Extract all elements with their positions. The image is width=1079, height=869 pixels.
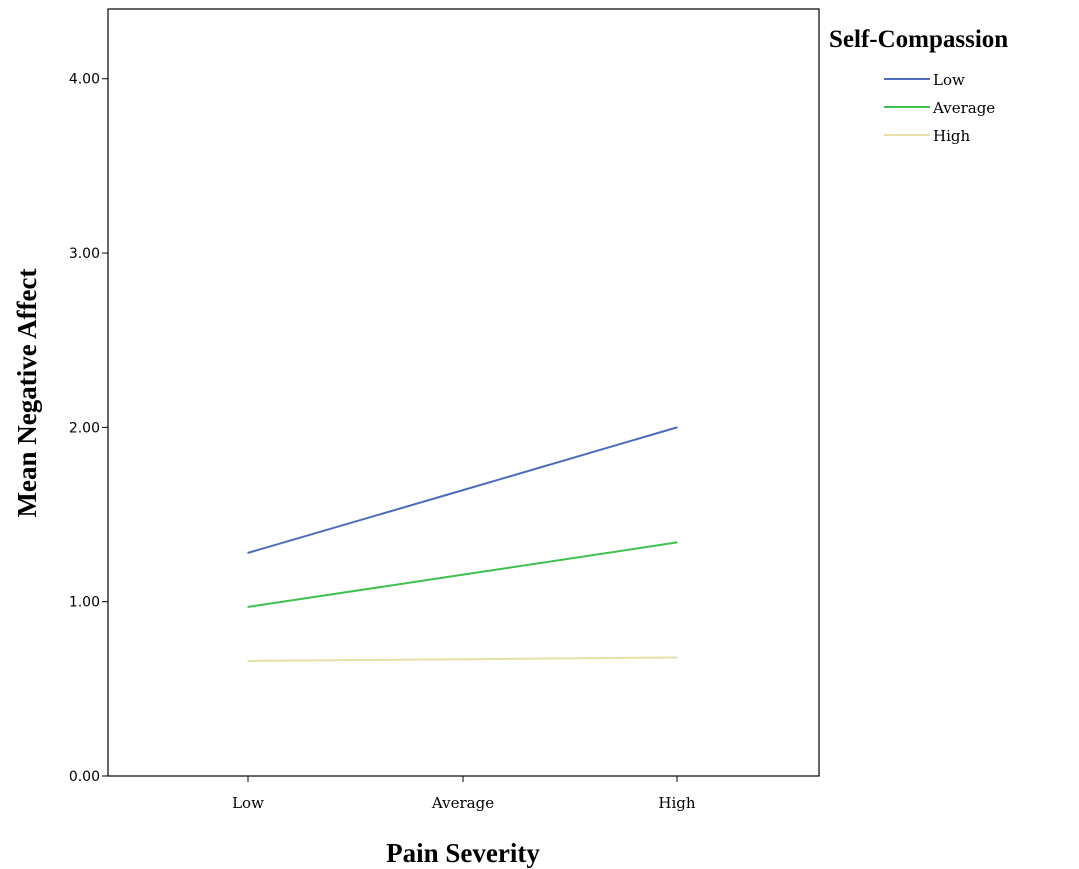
data-point-high xyxy=(676,656,678,659)
legend: Self-Compassion Low Average High xyxy=(829,26,1008,145)
x-tick-label: High xyxy=(658,794,695,812)
data-point-low xyxy=(462,489,464,491)
data-point-average xyxy=(462,573,464,576)
data-point-low xyxy=(247,552,249,554)
y-tick-label: 4.00 xyxy=(69,72,100,88)
legend-label-average: Average xyxy=(932,99,995,117)
data-point-average xyxy=(676,541,678,544)
series-layer xyxy=(247,426,678,662)
legend-label-low: Low xyxy=(933,71,965,89)
legend-title: Self-Compassion xyxy=(829,26,1008,53)
x-tick-label: Low xyxy=(232,794,264,812)
data-point-low xyxy=(676,426,678,429)
y-tick-label: 1.00 xyxy=(69,595,100,611)
data-point-high xyxy=(462,658,464,661)
data-point-high xyxy=(247,660,249,662)
x-axis: Low Average High xyxy=(232,776,696,812)
legend-label-high: High xyxy=(933,127,970,145)
y-tick-label: 0.00 xyxy=(69,769,100,785)
y-axis: 0.00 1.00 2.00 3.00 4.00 xyxy=(69,72,108,785)
data-point-average xyxy=(247,606,249,608)
legend-items: Low Average High xyxy=(884,71,995,145)
y-axis-title: Mean Negative Affect xyxy=(12,269,42,518)
x-axis-title: Pain Severity xyxy=(386,838,540,868)
y-tick-label: 2.00 xyxy=(69,420,100,436)
y-tick-label: 3.00 xyxy=(69,246,100,262)
x-tick-label: Average xyxy=(431,794,494,812)
plot-frame xyxy=(107,8,820,777)
